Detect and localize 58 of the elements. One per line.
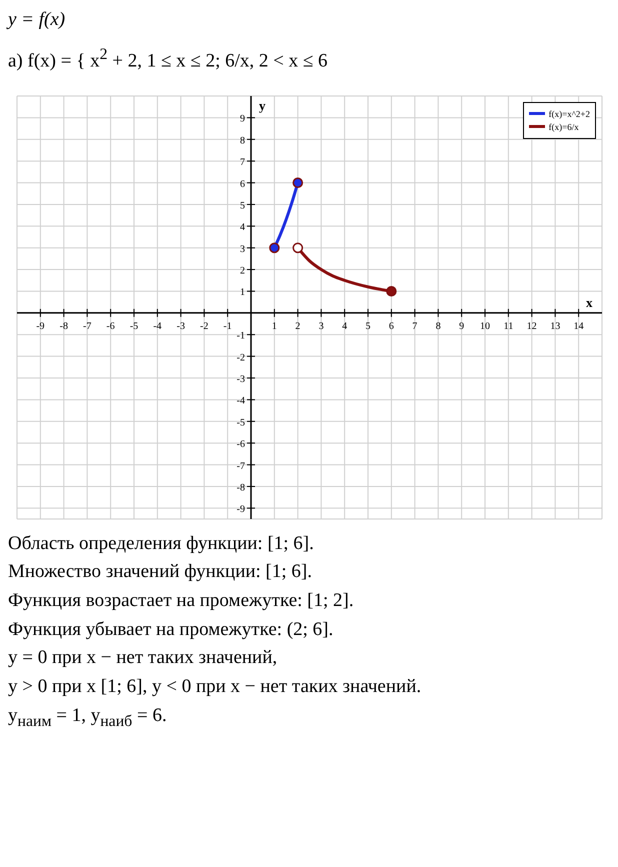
y-tick-label: 7: [240, 156, 245, 168]
x-tick-label: 1: [272, 320, 277, 332]
y-tick-label: 4: [240, 222, 245, 233]
x-tick-label: -5: [130, 320, 138, 332]
x-tick-label: -4: [153, 320, 162, 332]
text: Область определения функции: [1; 6].: [8, 532, 315, 556]
x-tick-label: 14: [574, 320, 584, 332]
text: Множество значений функции: [1; 6].: [8, 560, 313, 584]
y-tick-label: 5: [240, 200, 245, 212]
y-tick-label: -5: [236, 417, 245, 428]
x-tick-label: -7: [83, 320, 92, 332]
y-tick-label: -2: [236, 352, 245, 364]
x-tick-label: 12: [526, 320, 537, 332]
point: [292, 242, 304, 253]
chart-title: y = f(x): [8, 8, 66, 32]
x-tick-label: -9: [36, 320, 45, 332]
text: Функция убывает на промежутке: (2; 6].: [8, 618, 334, 642]
x-tick-label: -8: [60, 320, 68, 332]
x-tick-label: 3: [318, 320, 324, 332]
chart-subtitle: а) f(x) = { x$^{2}$ + 2, 1 ≤ x ≤ 2; 6/x, 2 < x ≤ 6: [8, 44, 329, 74]
x-tick-label: 11: [504, 320, 514, 332]
x-axis-title: x: [586, 294, 593, 310]
x-tick-label: 13: [550, 320, 560, 332]
x-tick-label: 4: [342, 320, 348, 332]
x-tick-label: 8: [436, 320, 441, 332]
legend-label: f(x)=6/x: [548, 122, 579, 132]
text: y > 0 при x [1; 6], y < 0 при x − нет таких значений.: [8, 675, 422, 700]
x-tick-label: -6: [106, 320, 115, 332]
y-tick-label: 2: [240, 265, 245, 276]
legend-label: f(x)=x^2+2: [548, 108, 590, 119]
y-tick-label: -8: [236, 482, 245, 494]
y-tick-label: -7: [236, 460, 245, 472]
y-tick-label: -6: [236, 438, 245, 450]
y-tick-label: -4: [236, 395, 245, 406]
point: [269, 242, 280, 253]
x-tick-label: 6: [388, 320, 394, 332]
x-tick-label: -3: [176, 320, 185, 332]
x-tick-label: 9: [459, 320, 464, 332]
x-tick-label: 5: [366, 320, 370, 332]
text: Функция возрастает на промежутке: [1; 2].: [8, 589, 355, 614]
x-tick-label: -2: [200, 320, 208, 332]
y-tick-label: 9: [240, 113, 245, 124]
y-tick-label: 1: [240, 286, 245, 298]
y-tick-label: -3: [236, 374, 245, 385]
y-tick-label: 6: [240, 178, 245, 190]
text: y$_{наим}$ = 1, y$_{наиб}$ = 6.: [8, 704, 168, 732]
y-tick-label: -9: [236, 504, 245, 515]
x-tick-label: 2: [295, 320, 300, 332]
x-tick-label: 7: [412, 320, 418, 332]
y-axis-title: y: [259, 98, 266, 113]
x-tick-label: -1: [223, 320, 232, 332]
y-tick-label: 8: [240, 135, 245, 146]
y-tick-label: -1: [236, 330, 245, 342]
y-tick-label: 3: [240, 244, 245, 255]
text: y = 0 при x − нет таких значений,: [8, 646, 278, 670]
point: [292, 177, 304, 188]
point: [386, 286, 397, 296]
x-tick-label: 10: [480, 320, 490, 332]
